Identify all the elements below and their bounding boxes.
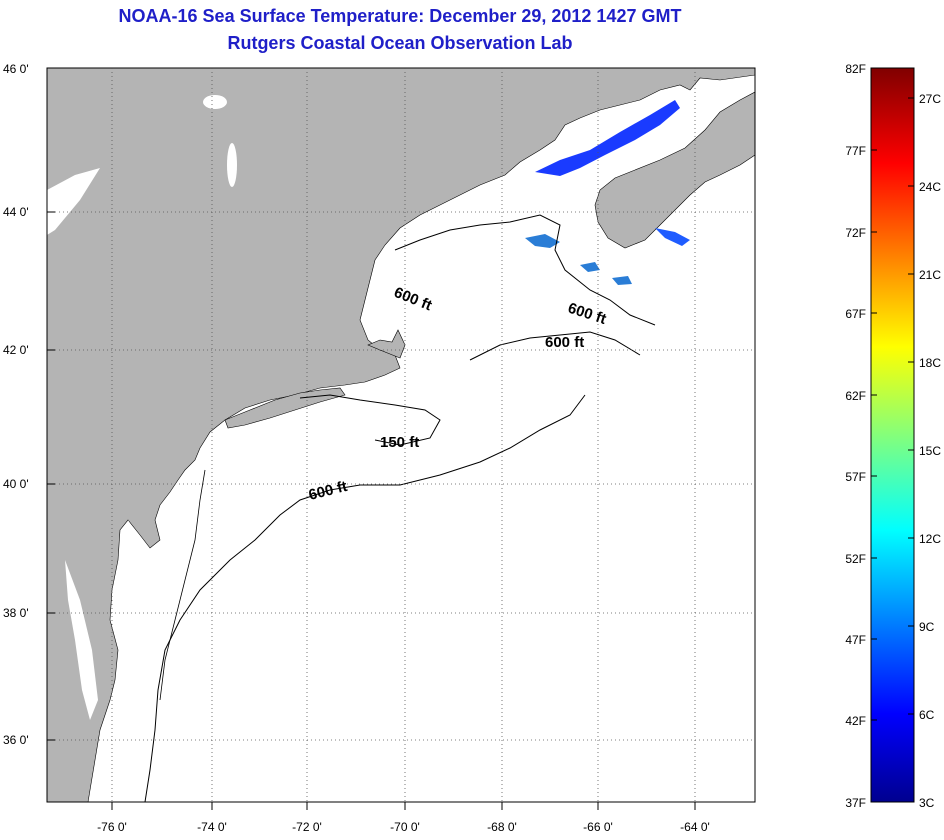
contour-inner-shelf <box>159 469 206 701</box>
contour-label: 600 ft <box>545 334 584 351</box>
colorbar-c-label: 24C <box>919 180 941 194</box>
map-subtitle: Rutgers Coastal Ocean Observation Lab <box>227 33 573 53</box>
sst-patch <box>655 228 690 246</box>
lon-label: -64 0' <box>680 820 710 834</box>
contour-600ft-georges <box>469 331 641 361</box>
land-long-island <box>224 387 346 429</box>
colorbar-c-label: 15C <box>919 444 941 458</box>
contour-600ft-shelf <box>144 394 586 802</box>
land-nova-scotia <box>594 91 755 249</box>
lake-shape <box>203 95 227 109</box>
lake-ontario <box>47 168 100 235</box>
lon-label: -70 0' <box>390 820 420 834</box>
colorbar-f-label: 82F <box>845 62 866 76</box>
lat-label: 44 0' <box>3 205 29 219</box>
land-mainland <box>47 68 755 802</box>
lat-label: 36 0' <box>3 733 29 747</box>
colorbar <box>870 67 915 803</box>
delaware-bay <box>128 520 150 570</box>
colorbar-c-label: 6C <box>919 708 935 722</box>
colorbar-f-label: 57F <box>845 470 866 484</box>
map-title: NOAA-16 Sea Surface Temperature: Decembe… <box>118 6 682 26</box>
colorbar-f-label: 72F <box>845 226 866 240</box>
tick-marks <box>47 67 696 810</box>
map-border <box>46 67 756 803</box>
sst-patch <box>580 262 600 272</box>
colorbar-c-label: 9C <box>919 620 935 634</box>
contour-label: 150 ft <box>380 434 419 451</box>
lon-label: -68 0' <box>487 820 517 834</box>
sst-patch <box>535 100 680 176</box>
contour-150ft <box>299 394 441 446</box>
colorbar-c-label: 21C <box>919 268 941 282</box>
colorbar-f-label: 52F <box>845 552 866 566</box>
colorbar-c-label: 12C <box>919 532 941 546</box>
colorbar-f-label: 62F <box>845 389 866 403</box>
colorbar-f-label: 67F <box>845 307 866 321</box>
land-cape-cod <box>367 329 406 359</box>
lon-label: -66 0' <box>583 820 613 834</box>
colorbar-f-label: 47F <box>845 633 866 647</box>
chesapeake-bay <box>65 560 98 720</box>
lake-shape <box>227 143 237 187</box>
colorbar-f-label: 37F <box>845 796 866 810</box>
colorbar-f-label: 42F <box>845 714 866 728</box>
lon-label: -72 0' <box>292 820 322 834</box>
contour-600ft-gulf-of-maine <box>394 214 656 326</box>
colorbar-ticks <box>871 97 914 721</box>
colorbar-c-label: 27C <box>919 92 941 106</box>
lat-label: 46 0' <box>3 62 29 76</box>
colorbar-f-label: 77F <box>845 144 866 158</box>
lat-label: 40 0' <box>3 477 29 491</box>
lat-label: 38 0' <box>3 606 29 620</box>
colorbar-c-label: 3C <box>919 796 935 810</box>
lat-label: 42 0' <box>3 343 29 357</box>
sst-patch <box>525 234 560 248</box>
colorbar-c-label: 18C <box>919 356 941 370</box>
sst-patch <box>612 276 632 285</box>
lon-label: -76 0' <box>97 820 127 834</box>
lon-label: -74 0' <box>197 820 227 834</box>
